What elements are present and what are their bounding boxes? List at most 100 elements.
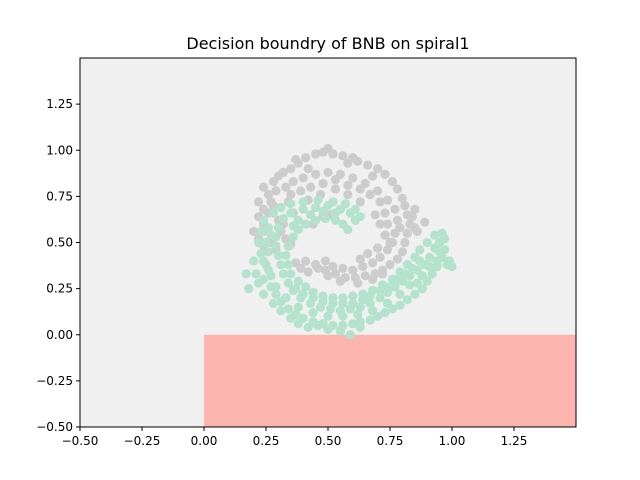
scatter-point-series-1: [348, 319, 358, 329]
scatter-point-series-1: [323, 324, 333, 334]
scatter-point-series-0: [355, 197, 365, 207]
scatter-point-series-1: [417, 271, 427, 281]
scatter-point-series-1: [251, 269, 261, 279]
scatter-point-series-1: [303, 322, 313, 332]
scatter-point-series-0: [400, 237, 410, 248]
scatter-point-series-1: [338, 298, 348, 308]
scatter-point-series-1: [271, 289, 281, 299]
scatter-point-series-0: [311, 260, 321, 270]
scatter-point-series-1: [286, 199, 296, 209]
x-tick-label: 0.75: [377, 434, 404, 448]
scatter-point-series-0: [368, 171, 378, 181]
decision-region-class-1: [204, 334, 576, 427]
scatter-point-series-1: [400, 269, 410, 279]
scatter-point-series-0: [303, 267, 313, 277]
scatter-point-series-0: [291, 154, 301, 165]
scatter-point-series-1: [330, 208, 341, 218]
scatter-point-series-1: [281, 293, 291, 303]
scatter-point-series-0: [373, 243, 383, 253]
scatter-point-series-1: [244, 284, 254, 294]
scatter-point-series-0: [368, 274, 378, 284]
scatter-point-series-1: [263, 223, 274, 233]
scatter-point-series-0: [373, 186, 383, 196]
scatter-point-series-1: [410, 289, 420, 299]
scatter-point-series-1: [395, 300, 405, 310]
scatter-point-series-0: [382, 219, 393, 229]
scatter-point-series-0: [249, 226, 259, 237]
scatter-point-series-1: [266, 271, 276, 281]
scatter-point-series-1: [286, 313, 296, 323]
scatter-point-series-0: [330, 184, 341, 194]
scatter-point-series-0: [286, 189, 296, 200]
scatter-point-series-0: [296, 186, 306, 196]
scatter-point-series-1: [335, 326, 345, 336]
scatter-point-series-1: [395, 289, 405, 299]
scatter-point-series-0: [268, 201, 279, 211]
scatter-point-series-1: [358, 295, 368, 305]
scatter-point-series-1: [338, 311, 348, 321]
scatter-point-series-1: [355, 212, 365, 222]
y-tick-label: −0.50: [36, 420, 73, 434]
scatter-point-series-1: [286, 269, 296, 279]
scatter-point-series-1: [281, 250, 291, 261]
scatter-point-series-1: [425, 252, 435, 262]
scatter-point-series-0: [298, 173, 308, 183]
scatter-point-series-0: [360, 271, 370, 281]
y-tick-label: 1.00: [46, 143, 73, 157]
scatter-point-series-0: [343, 180, 353, 190]
scatter-point-series-0: [373, 164, 383, 174]
scatter-point-series-1: [293, 319, 303, 329]
scatter-point-series-1: [278, 269, 288, 279]
scatter-point-series-1: [271, 232, 281, 242]
scatter-point-series-1: [435, 247, 445, 257]
scatter-point-series-0: [286, 164, 296, 174]
scatter-point-series-1: [283, 260, 293, 270]
scatter-point-series-1: [253, 237, 264, 248]
scatter-points: [241, 143, 457, 340]
scatter-point-series-1: [273, 250, 283, 261]
scatter-point-series-1: [380, 308, 390, 318]
x-tick-label: −0.50: [62, 434, 99, 448]
scatter-point-series-0: [375, 197, 385, 207]
scatter-point-series-0: [301, 256, 311, 266]
scatter-point-series-1: [375, 285, 385, 296]
scatter-point-series-1: [330, 215, 341, 225]
scatter-point-series-0: [368, 258, 378, 268]
scatter-point-series-0: [358, 261, 368, 272]
scatter-point-series-1: [268, 298, 279, 308]
scatter-point-series-1: [271, 282, 281, 292]
scatter-point-series-1: [407, 263, 417, 273]
scatter-point-series-0: [363, 248, 373, 259]
scatter-point-series-0: [365, 189, 375, 200]
scatter-point-series-0: [375, 252, 385, 262]
scatter-point-series-0: [420, 217, 430, 227]
scatter-point-series-0: [311, 149, 321, 159]
scatter-point-series-1: [392, 274, 403, 284]
scatter-point-series-1: [382, 298, 393, 308]
scatter-point-series-1: [348, 298, 358, 308]
scatter-point-series-0: [377, 269, 388, 279]
scatter-point-series-0: [338, 263, 348, 273]
scatter-point-series-1: [415, 256, 425, 266]
scatter-point-series-1: [313, 320, 323, 331]
scatter-point-series-0: [382, 245, 393, 255]
scatter-point-series-0: [338, 151, 348, 161]
scatter-point-series-0: [263, 189, 274, 200]
y-tick-label: 0.25: [46, 282, 73, 296]
scatter-point-series-0: [355, 184, 365, 194]
scatter-point-series-0: [402, 228, 412, 238]
scatter-point-series-1: [422, 237, 432, 248]
scatter-point-series-1: [343, 224, 353, 235]
scatter-point-series-0: [392, 215, 403, 225]
scatter-point-series-1: [427, 269, 437, 279]
scatter-point-series-1: [278, 213, 288, 224]
scatter-point-series-1: [368, 306, 378, 316]
scatter-point-series-0: [382, 195, 393, 205]
scatter-point-series-0: [258, 182, 269, 192]
scatter-point-series-1: [340, 199, 350, 209]
scatter-point-series-1: [350, 204, 360, 214]
scatter-point-series-0: [303, 164, 313, 174]
scatter-point-series-1: [283, 278, 293, 288]
